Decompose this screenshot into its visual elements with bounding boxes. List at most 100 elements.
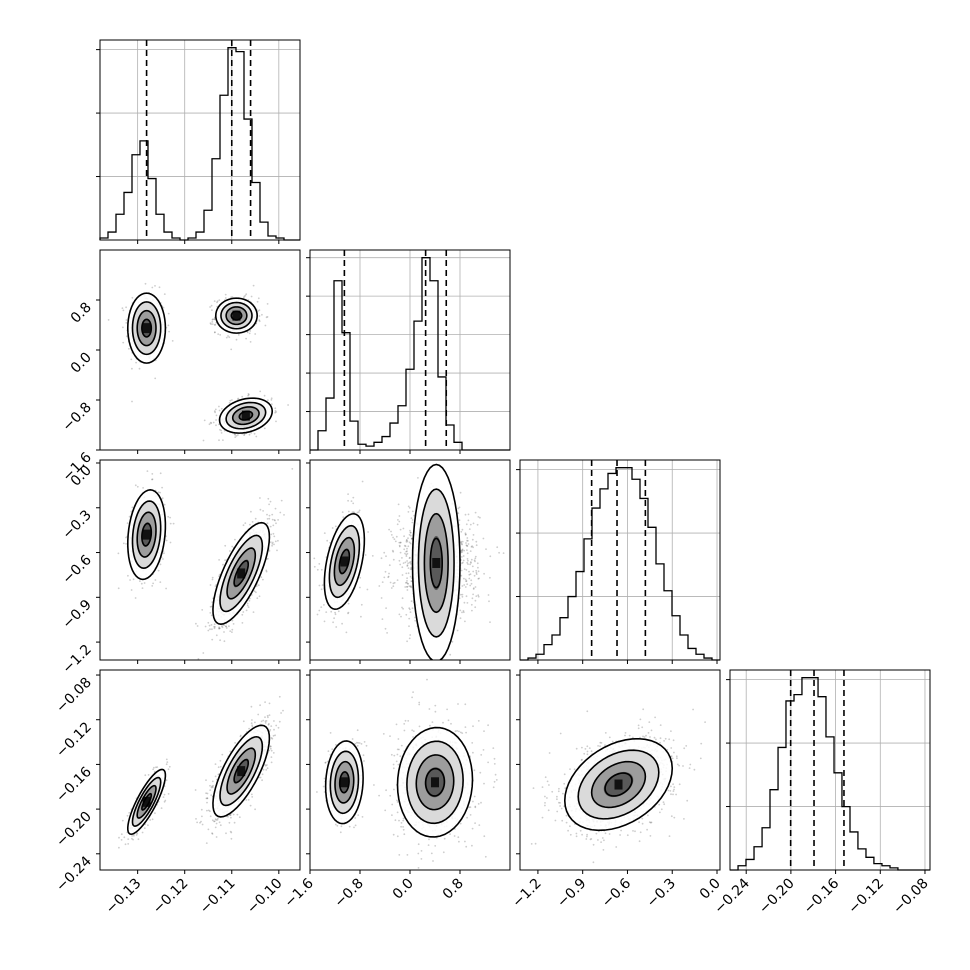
scatter-point: [277, 519, 279, 521]
scatter-point: [404, 586, 407, 588]
scatter-point: [272, 734, 275, 737]
scatter-point: [358, 509, 361, 512]
scatter-point: [396, 523, 399, 526]
scatter-point: [410, 517, 413, 520]
scatter-point: [458, 506, 461, 509]
scatter-point: [210, 614, 213, 617]
scatter-point: [211, 578, 214, 581]
scatter-point: [162, 558, 164, 560]
scatter-point: [470, 562, 472, 564]
scatter-point: [406, 547, 408, 550]
scatter-point: [132, 578, 135, 581]
scatter-point: [388, 572, 390, 575]
scatter-point: [228, 402, 231, 404]
contour-line: [233, 559, 250, 587]
contour-line: [126, 489, 167, 581]
scatter-point: [229, 399, 232, 402]
scatter-point: [229, 814, 232, 816]
scatter-point: [406, 640, 408, 643]
contour-line: [338, 548, 351, 575]
scatter-point: [466, 545, 468, 547]
scatter-point: [408, 557, 411, 559]
scatter-point: [213, 331, 216, 334]
scatter-point: [378, 585, 381, 587]
scatter-point: [479, 516, 481, 519]
scatter-point: [330, 610, 333, 613]
scatter-point: [341, 622, 343, 625]
scatter-point: [214, 331, 216, 333]
scatter-point: [205, 779, 207, 781]
scatter-point: [159, 472, 162, 475]
scatter-point: [347, 612, 349, 615]
density-peak: [432, 557, 441, 568]
scatter-point: [466, 545, 469, 547]
scatter-point: [397, 519, 399, 521]
scatter-point: [408, 607, 411, 610]
scatter-point: [273, 543, 275, 546]
scatter-point: [275, 411, 278, 413]
scatter-point: [406, 550, 408, 552]
scatter-point: [167, 312, 170, 315]
scatter-point: [224, 559, 227, 562]
scatter-point: [143, 827, 146, 830]
contour-line: [230, 310, 243, 321]
scatter-point: [399, 541, 402, 544]
scatter-point: [211, 321, 214, 323]
scatter-point: [118, 846, 120, 849]
scatter-point: [411, 521, 414, 524]
scatter-point: [467, 559, 469, 562]
scatter-point: [474, 586, 477, 588]
scatter-point: [409, 534, 412, 537]
scatter-point: [404, 545, 407, 548]
scatter-point: [234, 434, 237, 436]
scatter-point: [227, 335, 229, 337]
scatter-point: [380, 557, 383, 560]
scatter-point: [465, 569, 468, 571]
scatter-point: [502, 552, 505, 554]
scatter-point: [463, 568, 466, 570]
scatter-point: [385, 607, 387, 609]
scatter-point: [246, 602, 249, 605]
scatter-point: [408, 541, 411, 544]
scatter-point: [274, 410, 277, 412]
scatter-point: [248, 599, 251, 602]
scatter-point: [218, 405, 220, 408]
scatter-point: [405, 553, 408, 556]
scatter-point: [364, 554, 367, 556]
scatter-point: [122, 542, 125, 545]
scatter-point: [152, 582, 155, 585]
scatter-point: [121, 819, 124, 822]
scatter-point: [266, 513, 268, 516]
scatter-point: [347, 493, 349, 495]
scatter-point: [117, 552, 120, 555]
scatter-point: [271, 543, 274, 545]
scatter-point: [318, 584, 321, 587]
scatter-point: [237, 334, 240, 336]
scatter-point: [166, 761, 169, 763]
scatter-point: [246, 604, 249, 607]
scatter-point: [259, 390, 262, 393]
scatter-point: [122, 326, 124, 329]
scatter-point: [409, 568, 412, 571]
scatter-point: [218, 627, 220, 630]
scatter-point: [147, 824, 149, 827]
scatter-point: [401, 606, 403, 609]
scatter-point: [406, 552, 409, 555]
scatter-point: [392, 582, 395, 585]
scatter-point: [401, 566, 404, 569]
scatter-point: [222, 439, 224, 441]
scatter-point: [249, 341, 252, 343]
scatter-point: [401, 597, 404, 600]
scatter-point: [165, 779, 168, 782]
scatter-point: [473, 559, 476, 562]
scatter-point: [399, 551, 402, 554]
p1-vs-p3-panel: [99, 459, 301, 661]
contour-line: [429, 537, 443, 589]
scatter-point: [408, 561, 411, 564]
scatter-point: [465, 580, 467, 583]
scatter-point: [167, 793, 170, 795]
scatter-point: [269, 541, 272, 544]
scatter-point: [257, 310, 259, 312]
scatter-point: [258, 315, 261, 317]
scatter-point: [461, 551, 464, 553]
